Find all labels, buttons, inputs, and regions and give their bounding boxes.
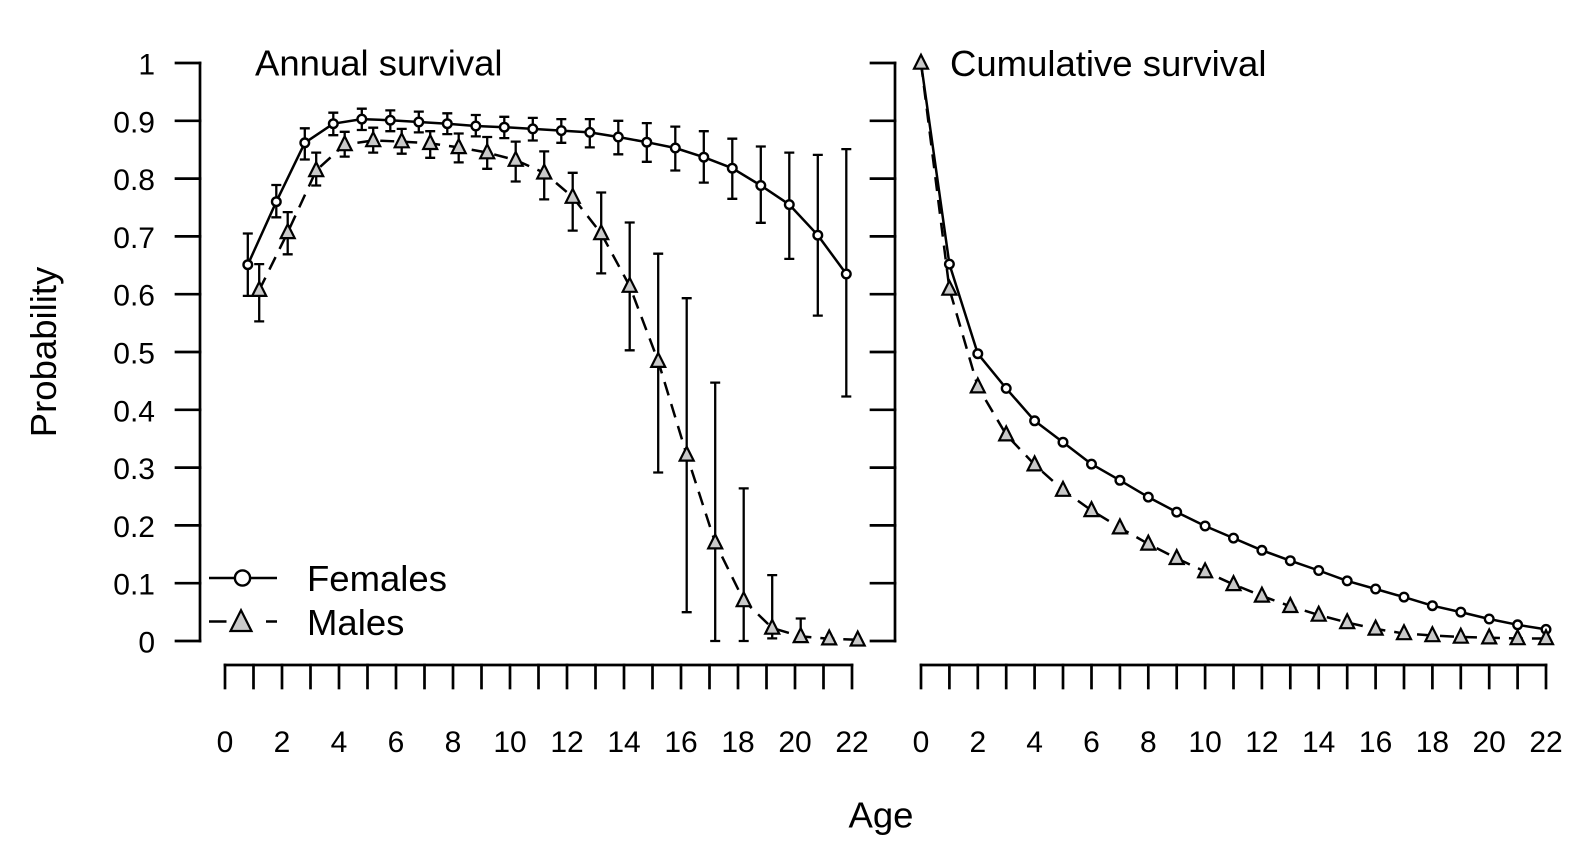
- svg-text:8: 8: [1140, 726, 1157, 759]
- svg-text:0.3: 0.3: [113, 453, 155, 486]
- svg-text:2: 2: [969, 726, 986, 759]
- svg-text:10: 10: [1188, 726, 1221, 759]
- svg-text:6: 6: [388, 726, 405, 759]
- svg-text:0.1: 0.1: [113, 569, 155, 602]
- svg-text:20: 20: [1473, 726, 1506, 759]
- svg-text:20: 20: [778, 726, 811, 759]
- svg-text:0.9: 0.9: [113, 106, 155, 139]
- svg-text:22: 22: [835, 726, 868, 759]
- svg-text:18: 18: [721, 726, 754, 759]
- svg-text:16: 16: [1359, 726, 1392, 759]
- svg-text:Cumulative survival: Cumulative survival: [950, 43, 1266, 84]
- svg-text:0.6: 0.6: [113, 280, 155, 313]
- svg-text:22: 22: [1529, 726, 1562, 759]
- svg-text:Annual survival: Annual survival: [255, 43, 503, 84]
- svg-text:14: 14: [1302, 726, 1335, 759]
- svg-text:10: 10: [493, 726, 526, 759]
- svg-text:0: 0: [217, 726, 234, 759]
- svg-text:12: 12: [550, 726, 583, 759]
- svg-text:2: 2: [274, 726, 291, 759]
- svg-text:4: 4: [1026, 726, 1043, 759]
- svg-text:0: 0: [913, 726, 930, 759]
- svg-text:18: 18: [1416, 726, 1449, 759]
- svg-text:0.5: 0.5: [113, 338, 155, 371]
- svg-text:0.2: 0.2: [113, 511, 155, 544]
- svg-text:6: 6: [1083, 726, 1100, 759]
- svg-text:4: 4: [331, 726, 348, 759]
- svg-text:1: 1: [138, 49, 155, 82]
- svg-text:Probability: Probability: [23, 266, 64, 437]
- svg-text:12: 12: [1245, 726, 1278, 759]
- svg-text:Males: Males: [307, 602, 404, 643]
- svg-text:Females: Females: [307, 558, 447, 599]
- svg-text:0: 0: [138, 627, 155, 660]
- svg-text:0.7: 0.7: [113, 222, 155, 255]
- svg-text:16: 16: [664, 726, 697, 759]
- svg-text:0.8: 0.8: [113, 164, 155, 197]
- svg-text:8: 8: [445, 726, 462, 759]
- svg-text:14: 14: [607, 726, 640, 759]
- svg-text:0.4: 0.4: [113, 395, 155, 428]
- svg-text:Age: Age: [849, 795, 914, 836]
